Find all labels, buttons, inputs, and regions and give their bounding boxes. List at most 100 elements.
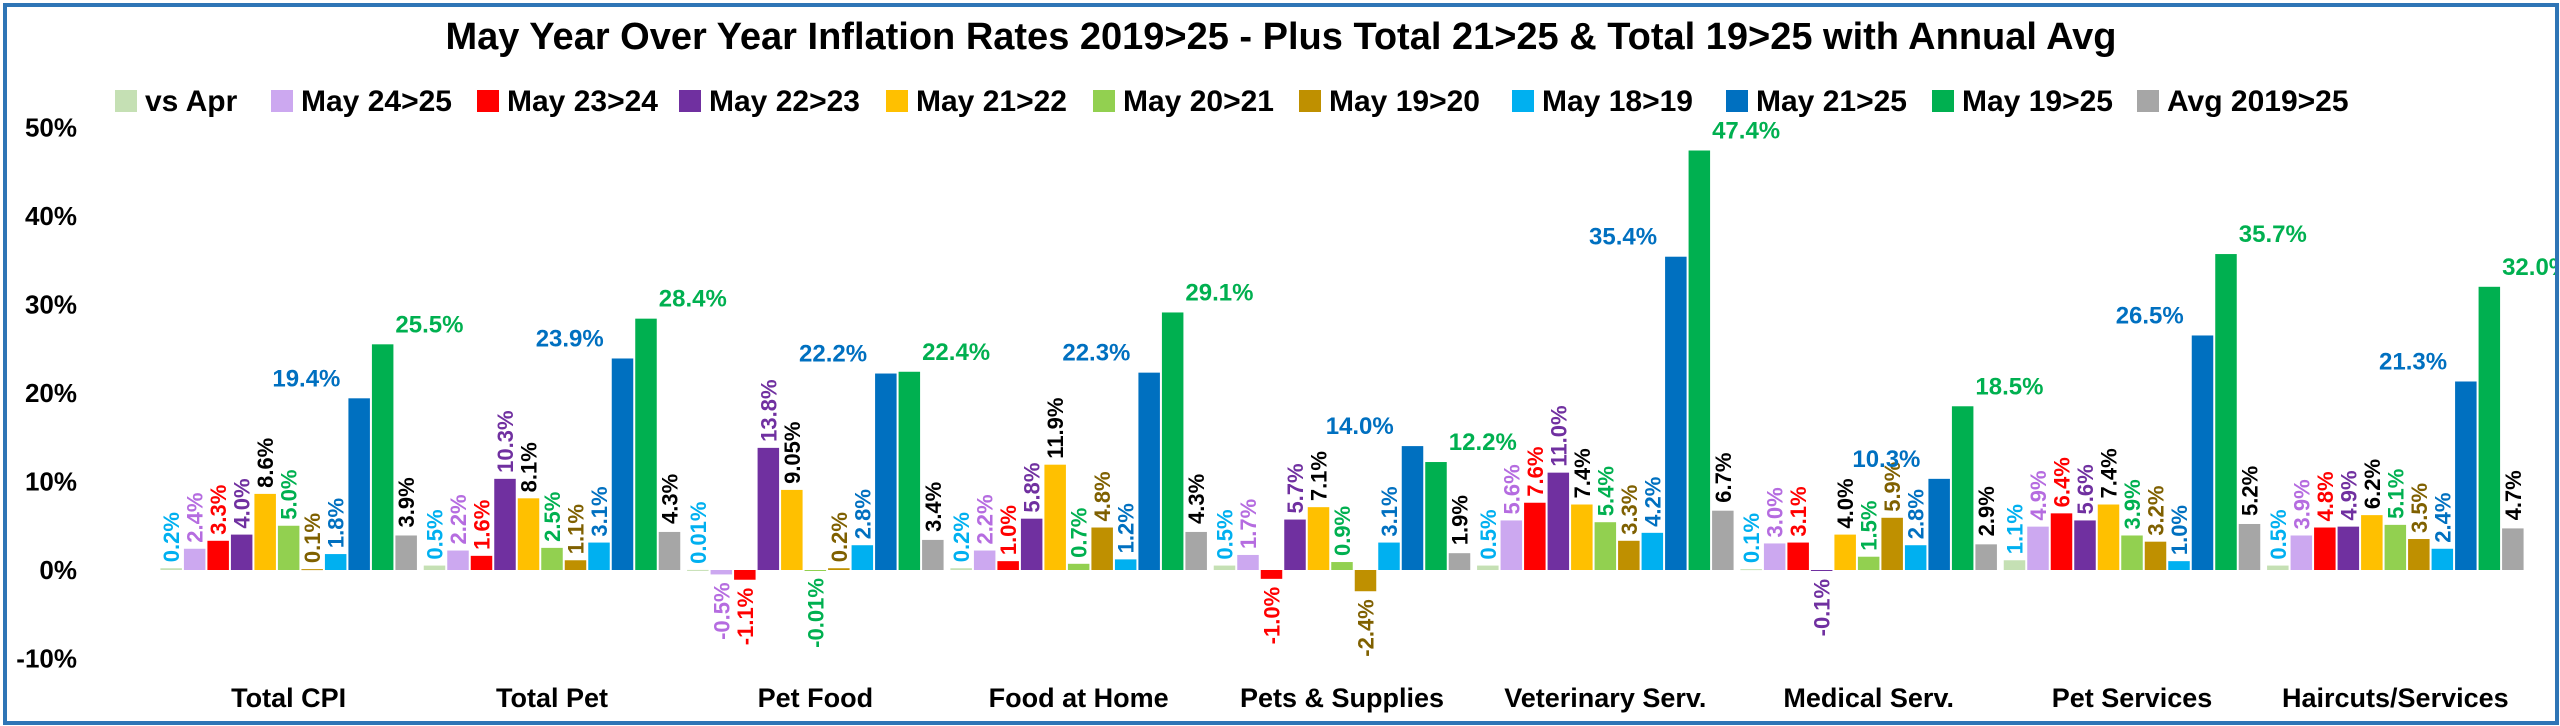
bar-may-19-25-veterinary-serv [1688, 150, 1711, 570]
data-label: 0.2% [949, 512, 974, 562]
data-label: 4.3% [658, 474, 683, 524]
data-label: -0.01% [803, 578, 828, 648]
bar-avg-2019-25-haircuts-services [2502, 528, 2524, 570]
bar-may-18-19-pets-supplies [1378, 542, 1400, 570]
bar-may-20-21-pet-services [2121, 535, 2143, 570]
data-label: 5.4% [1593, 466, 1618, 516]
data-label: 4.8% [2313, 471, 2338, 521]
data-label: 1.7% [1236, 499, 1261, 549]
bar-may-24-25-pets-supplies [1237, 554, 1259, 570]
legend-item-may-21-22: May 21>22 [886, 85, 1067, 118]
bar-vs-apr-pet-services [2003, 560, 2026, 570]
chart-title: May Year Over Year Inflation Rates 2019>… [446, 16, 2117, 58]
legend-label: May 24>25 [301, 85, 452, 118]
bar-may-22-23-total-cpi [230, 534, 253, 570]
bar-may-21-22-medical-serv [1834, 534, 1856, 570]
data-label: -1.1% [733, 588, 758, 645]
bar-avg-2019-25-pet-food [922, 539, 944, 570]
y-tick-label: 30% [25, 290, 77, 320]
data-label: -0.1% [1810, 579, 1835, 636]
legend-label: Avg 2019>25 [2167, 85, 2349, 118]
data-label: 1.6% [470, 500, 495, 550]
legend-item-may-24-25: May 24>25 [271, 85, 452, 118]
data-label: 0.2% [159, 512, 184, 562]
bar-may-23-24-veterinary-serv [1524, 502, 1546, 570]
data-label: 14.0% [1326, 413, 1394, 440]
data-label: 12.2% [1449, 429, 1517, 456]
bar-may-24-25-total-pet [447, 550, 469, 570]
bar-may-19-20-veterinary-serv [1618, 540, 1640, 570]
data-label: 4.8% [1090, 471, 1115, 521]
bar-may-21-25-pets-supplies [1401, 446, 1424, 570]
legend-label: May 21>25 [1756, 85, 1907, 118]
bar-may-18-19-veterinary-serv [1641, 532, 1664, 570]
data-label: 7.1% [1307, 451, 1332, 501]
data-label: 0.1% [300, 513, 325, 563]
bar-may-24-25-pet-food [710, 570, 733, 575]
bar-may-19-25-total-cpi [371, 344, 394, 570]
data-label: 1.0% [996, 505, 1021, 555]
bar-may-19-25-pets-supplies [1425, 462, 1447, 570]
data-label: 3.2% [2144, 486, 2169, 536]
data-label: 1.1% [2003, 504, 2028, 554]
data-label: 4.3% [1184, 474, 1209, 524]
data-label: 23.9% [536, 325, 604, 352]
legend-item-may-21-25: May 21>25 [1726, 85, 1907, 118]
bar-may-24-25-medical-serv [1763, 543, 1786, 570]
bar-may-23-24-total-pet [470, 555, 493, 570]
y-tick-label: 50% [25, 113, 77, 143]
data-label: 0.5% [423, 509, 448, 559]
legend-item-may-18-19: May 18>19 [1512, 85, 1693, 118]
data-label: -0.5% [709, 582, 734, 639]
bar-may-21-22-food-at-home [1044, 464, 1066, 570]
bar-may-24-25-total-cpi [183, 548, 206, 570]
bar-may-21-22-pets-supplies [1307, 507, 1330, 570]
category-label-pet-services: Pet Services [2052, 683, 2213, 713]
bar-may-23-24-pet-services [2050, 513, 2073, 570]
legend-label: May 18>19 [1542, 85, 1693, 118]
bar-may-19-20-medical-serv [1881, 517, 1903, 570]
data-label: 3.0% [1763, 487, 1788, 537]
data-label: 22.3% [1062, 340, 1130, 367]
data-label: 13.8% [756, 379, 781, 441]
data-label: 11.9% [1043, 398, 1068, 459]
bar-may-21-22-pet-services [2097, 504, 2120, 570]
bar-vs-apr-pet-food [687, 569, 709, 571]
category-label-medical-serv: Medical Serv. [1783, 683, 1954, 713]
bar-may-19-25-pet-food [898, 371, 921, 570]
data-label: 26.5% [2116, 302, 2184, 329]
bar-may-22-23-pet-food [757, 447, 780, 570]
data-label: 0.1% [1739, 513, 1764, 563]
bar-vs-apr-pets-supplies [1213, 565, 1236, 570]
category-label-food-at-home: Food at Home [989, 683, 1169, 713]
bar-may-21-22-total-pet [517, 498, 540, 570]
bar-may-19-25-medical-serv [1951, 406, 1974, 570]
bar-may-19-25-pet-services [2215, 254, 2237, 570]
data-label: 21.3% [2379, 348, 2447, 375]
bar-may-19-25-total-pet [635, 318, 657, 570]
legend-item-may-23-24: May 23>24 [477, 85, 658, 118]
bar-may-24-25-food-at-home [973, 550, 996, 570]
bar-may-23-24-food-at-home [997, 561, 1019, 570]
data-label: 3.4% [921, 482, 946, 532]
legend: vs Apr May 24>25 May 23>24 May 22>23 May 21>… [115, 85, 2349, 118]
bar-may-18-19-medical-serv [1904, 545, 1927, 570]
data-label: 2.4% [183, 493, 208, 543]
data-label: 10.3% [1852, 446, 1920, 473]
category-label-total-cpi: Total CPI [231, 683, 346, 713]
legend-swatch [1512, 90, 1534, 112]
data-label: -2.4% [1354, 599, 1379, 656]
bar-may-21-25-pet-services [2191, 335, 2214, 570]
data-label: 5.8% [1020, 463, 1045, 513]
category-label-veterinary-serv: Veterinary Serv. [1504, 683, 1706, 713]
category-label-total-pet: Total Pet [496, 683, 608, 713]
legend-item-avg-2019-25: Avg 2019>25 [2137, 85, 2349, 118]
data-label: 9.05% [780, 422, 805, 484]
bar-avg-2019-25-total-cpi [395, 535, 417, 570]
bar-may-20-21-total-cpi [277, 525, 300, 570]
category-label-haircuts-services: Haircuts/Services [2282, 683, 2509, 713]
bar-may-21-25-medical-serv [1928, 478, 1950, 570]
bar-may-21-22-total-cpi [254, 493, 276, 570]
bar-may-22-23-total-pet [494, 478, 516, 570]
bar-may-22-23-haircuts-services [2337, 526, 2360, 570]
